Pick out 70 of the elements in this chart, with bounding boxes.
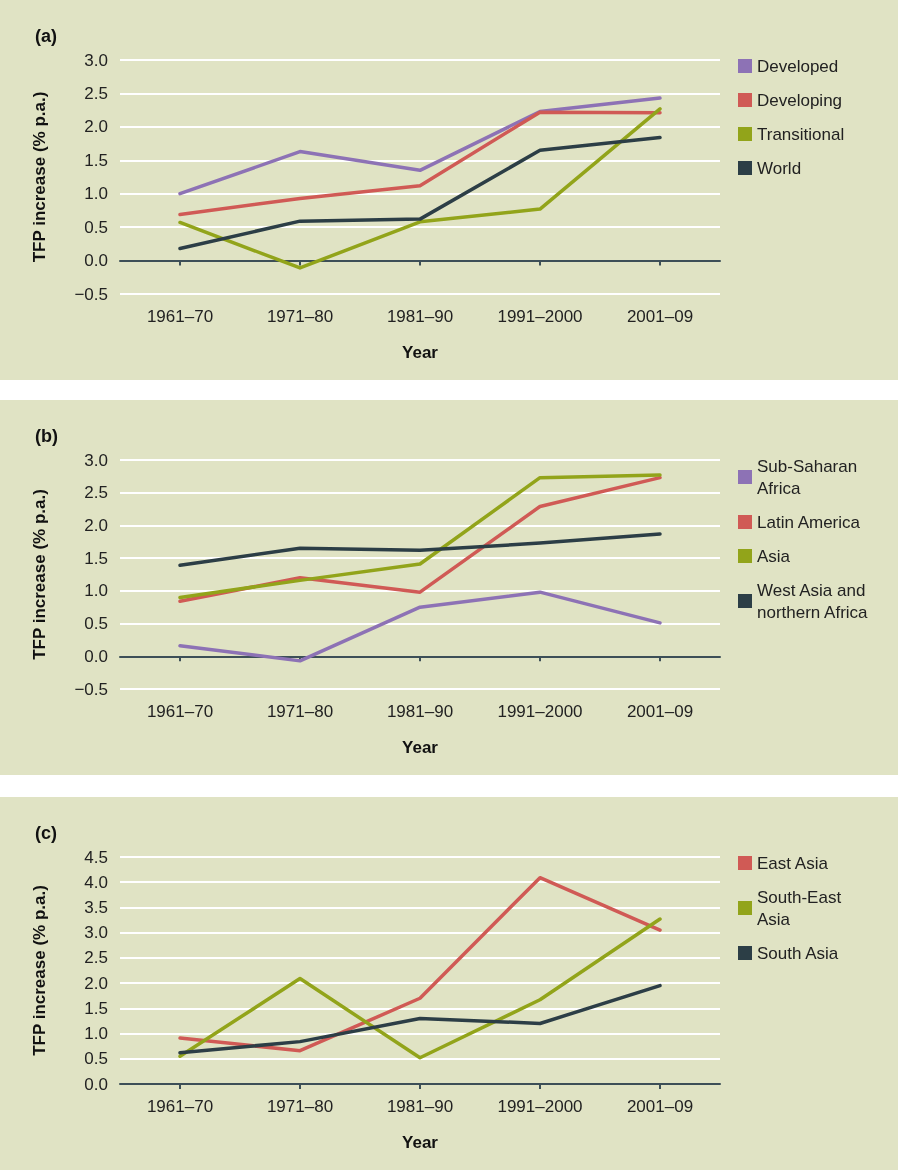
y-tick-label: 2.0 [84, 515, 108, 535]
x-tick-label: 1971–80 [266, 1097, 334, 1116]
y-tick-label: 0.5 [84, 1049, 108, 1069]
y-tick-label: 0.0 [84, 251, 108, 271]
y-tick-label: 0.0 [84, 646, 108, 666]
x-tick-label: 1991–2000 [497, 307, 583, 326]
y-tick-label: 1.0 [84, 581, 108, 601]
legend-label: East Asia [757, 853, 829, 873]
legend-label: Asia [757, 546, 791, 566]
x-tick-label: 1961–70 [146, 702, 214, 721]
chart-title: (a) [35, 26, 57, 46]
legend-label: South-East Asia [757, 887, 846, 929]
y-tick-label: 0.5 [84, 217, 108, 237]
line-series [178, 135, 662, 251]
y-tick-label: 3.0 [84, 50, 108, 70]
chart-title: (b) [35, 426, 58, 446]
y-tick-label: 1.5 [84, 548, 108, 568]
y-tick-label: 2.5 [84, 83, 108, 103]
x-axis-title: Year [402, 343, 439, 362]
x-tick-label: 1981–90 [386, 1097, 454, 1116]
x-axis-title: Year [402, 738, 439, 757]
legend-label: Transitional [757, 124, 845, 144]
line-series [178, 590, 662, 663]
y-tick-label: 4.0 [84, 872, 108, 892]
y-tick-label: 4.5 [84, 847, 108, 867]
y-axis-title: TFP increase (% p.a.) [30, 489, 49, 660]
x-tick-label: 1981–90 [386, 702, 454, 721]
line-series [178, 110, 662, 217]
y-tick-label: 2.0 [84, 117, 108, 137]
line-series [178, 917, 662, 1060]
y-tick-label: 3.0 [84, 923, 108, 943]
x-tick-label: 2001–09 [626, 1097, 694, 1116]
x-tick-label: 1991–2000 [497, 1097, 583, 1116]
chart-title: (c) [35, 823, 57, 843]
y-tick-label: 1.0 [84, 184, 108, 204]
y-tick-label: 2.5 [84, 948, 108, 968]
y-axis-title: TFP increase (% p.a.) [30, 885, 49, 1056]
line-series [178, 532, 662, 568]
line-series [178, 96, 662, 196]
y-tick-label: −0.5 [74, 284, 108, 304]
y-tick-label: 0.5 [84, 614, 108, 634]
y-axis-title: TFP increase (% p.a.) [30, 91, 49, 263]
x-tick-label: 1981–90 [386, 307, 454, 326]
legend-label: South Asia [757, 943, 839, 963]
y-tick-label: 1.5 [84, 998, 108, 1018]
x-tick-label: 1991–2000 [497, 702, 583, 721]
line-series [178, 875, 662, 1053]
y-tick-label: 3.5 [84, 897, 108, 917]
y-tick-label: 3.0 [84, 450, 108, 470]
legend-label: Latin America [757, 512, 861, 532]
x-tick-label: 1961–70 [146, 307, 214, 326]
y-tick-label: 0.0 [84, 1074, 108, 1094]
x-axis-title: Year [402, 1133, 439, 1152]
legend-label: Developing [757, 90, 843, 110]
legend-label: West Asia and northern Africa [757, 580, 871, 622]
line-series [178, 983, 662, 1055]
x-tick-label: 1971–80 [266, 702, 334, 721]
legend-label: Developed [757, 56, 839, 76]
legend-label: Sub-Saharan Africa [757, 456, 862, 498]
y-tick-label: 1.0 [84, 1024, 108, 1044]
y-tick-label: −0.5 [74, 679, 108, 699]
x-tick-label: 1961–70 [146, 1097, 214, 1116]
x-tick-label: 2001–09 [626, 702, 694, 721]
legend-label: World [757, 158, 802, 178]
x-tick-label: 1971–80 [266, 307, 334, 326]
y-tick-label: 2.5 [84, 483, 108, 503]
line-series [178, 107, 662, 270]
y-tick-label: 2.0 [84, 973, 108, 993]
y-tick-label: 1.5 [84, 150, 108, 170]
x-tick-label: 2001–09 [626, 307, 694, 326]
